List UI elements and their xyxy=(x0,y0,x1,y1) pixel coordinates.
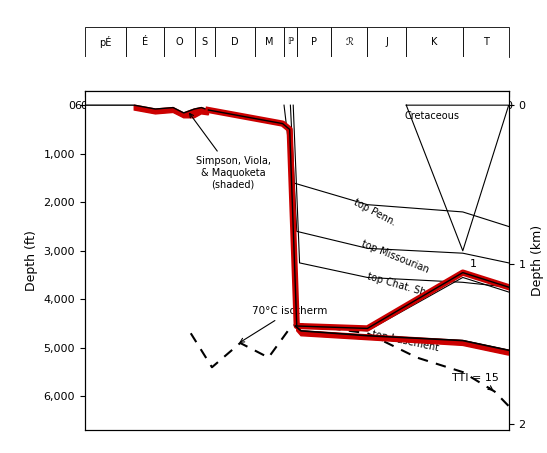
Bar xyxy=(298,27,331,57)
Bar xyxy=(331,27,368,57)
Text: K: K xyxy=(432,37,438,47)
Text: Ma: Ma xyxy=(288,111,305,121)
Bar xyxy=(164,27,195,57)
Text: TTI = 15: TTI = 15 xyxy=(452,373,499,390)
Text: J: J xyxy=(386,37,388,47)
Text: O: O xyxy=(176,37,183,47)
Text: top Penn.: top Penn. xyxy=(352,198,397,228)
Text: P: P xyxy=(311,37,317,47)
Bar xyxy=(85,27,126,57)
Bar xyxy=(255,27,284,57)
Text: É: É xyxy=(142,37,148,47)
Text: S: S xyxy=(202,37,208,47)
Y-axis label: Depth (km): Depth (km) xyxy=(531,225,544,296)
Text: 1: 1 xyxy=(470,260,477,270)
Bar xyxy=(463,27,509,57)
Bar xyxy=(406,27,463,57)
Text: Simpson, Viola,
& Maquoketa
(shaded): Simpson, Viola, & Maquoketa (shaded) xyxy=(190,114,271,189)
Bar xyxy=(126,27,164,57)
Text: Cretaceous: Cretaceous xyxy=(404,111,459,121)
Text: D: D xyxy=(231,37,238,47)
Text: M: M xyxy=(265,37,274,47)
Y-axis label: Depth (ft): Depth (ft) xyxy=(25,230,38,291)
Text: top basement: top basement xyxy=(371,329,440,353)
Bar xyxy=(195,27,215,57)
Text: top Missourian: top Missourian xyxy=(360,239,430,275)
Bar xyxy=(215,27,255,57)
Polygon shape xyxy=(134,105,208,118)
Text: ℙ: ℙ xyxy=(288,38,294,46)
Text: top Chat. Sh.: top Chat. Sh. xyxy=(366,272,430,299)
Bar xyxy=(368,27,406,57)
Text: 70°C isotherm: 70°C isotherm xyxy=(240,306,327,342)
Text: T: T xyxy=(483,37,488,47)
Text: ℛ: ℛ xyxy=(346,37,353,47)
Polygon shape xyxy=(296,326,509,355)
Bar xyxy=(284,27,298,57)
Text: pÉ: pÉ xyxy=(99,36,112,48)
